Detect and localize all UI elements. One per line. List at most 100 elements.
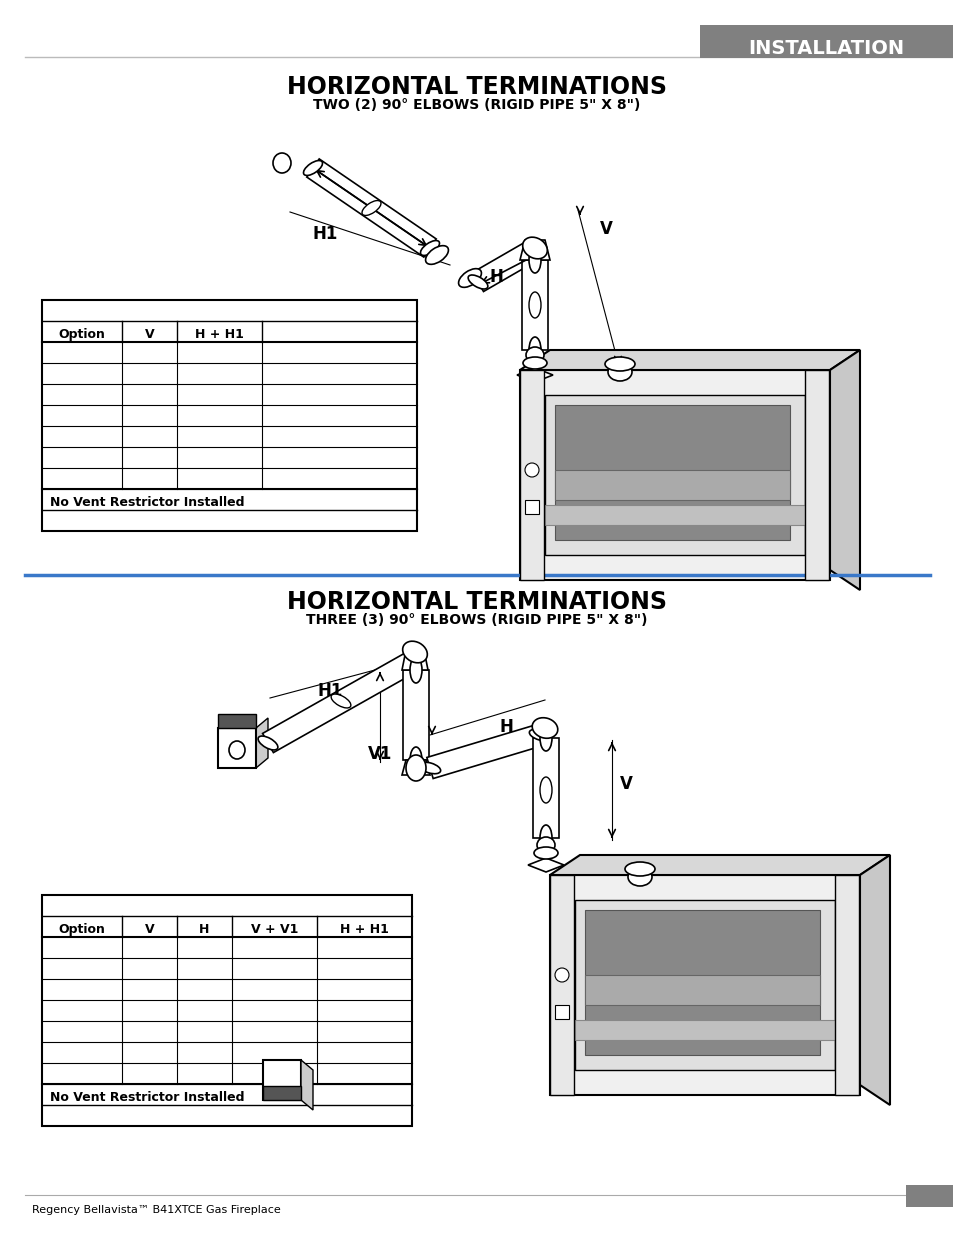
Bar <box>905 1186 953 1207</box>
Ellipse shape <box>539 725 552 751</box>
Text: No Vent Restrictor Installed: No Vent Restrictor Installed <box>50 1091 244 1104</box>
Bar <box>555 471 789 500</box>
Ellipse shape <box>529 291 540 317</box>
Ellipse shape <box>525 347 543 363</box>
Polygon shape <box>517 368 553 382</box>
Bar <box>402 671 429 760</box>
Text: @: @ <box>527 503 536 511</box>
Text: V: V <box>145 329 154 341</box>
Ellipse shape <box>555 968 568 982</box>
Ellipse shape <box>425 246 448 264</box>
Bar <box>555 405 789 540</box>
Ellipse shape <box>419 762 440 774</box>
Ellipse shape <box>410 657 421 683</box>
Bar <box>519 370 829 580</box>
Bar <box>555 1005 568 1019</box>
Ellipse shape <box>303 161 322 175</box>
Polygon shape <box>859 855 889 1105</box>
Ellipse shape <box>229 741 245 760</box>
Ellipse shape <box>410 747 421 773</box>
Text: INSTALLATION: INSTALLATION <box>747 38 903 58</box>
Polygon shape <box>255 718 268 768</box>
Ellipse shape <box>627 868 651 885</box>
Ellipse shape <box>539 825 552 851</box>
Text: 29: 29 <box>921 1189 938 1203</box>
Ellipse shape <box>529 729 550 741</box>
Polygon shape <box>301 1060 313 1110</box>
Ellipse shape <box>604 357 635 370</box>
Text: No Vent Restrictor Installed: No Vent Restrictor Installed <box>50 496 244 509</box>
Text: V: V <box>619 776 632 793</box>
Text: V: V <box>145 923 154 936</box>
Bar <box>524 500 538 514</box>
Bar <box>584 910 820 1055</box>
Ellipse shape <box>258 736 277 750</box>
Ellipse shape <box>607 363 631 382</box>
Ellipse shape <box>524 463 538 477</box>
Polygon shape <box>519 240 550 261</box>
Bar <box>42 895 412 1126</box>
Polygon shape <box>519 350 859 370</box>
Polygon shape <box>263 1060 301 1100</box>
Polygon shape <box>550 855 889 876</box>
Polygon shape <box>262 651 420 752</box>
Polygon shape <box>263 1086 301 1100</box>
Ellipse shape <box>458 269 481 288</box>
Text: H + H1: H + H1 <box>194 329 244 341</box>
Bar <box>700 25 953 58</box>
Text: HORIZONTAL TERMINATIONS: HORIZONTAL TERMINATIONS <box>287 75 666 99</box>
Text: V1: V1 <box>368 745 392 763</box>
Text: V: V <box>599 220 612 238</box>
Ellipse shape <box>532 718 558 739</box>
Text: Option: Option <box>58 329 106 341</box>
Ellipse shape <box>522 237 547 259</box>
Text: H + H1: H + H1 <box>339 923 389 936</box>
Ellipse shape <box>529 337 540 363</box>
Ellipse shape <box>539 777 552 803</box>
Ellipse shape <box>420 241 439 256</box>
Ellipse shape <box>273 153 291 173</box>
Polygon shape <box>218 714 255 727</box>
Bar <box>533 739 558 839</box>
Ellipse shape <box>537 837 555 853</box>
Bar <box>584 974 820 1005</box>
Text: Option: Option <box>58 923 106 936</box>
Bar <box>550 876 859 1095</box>
Bar <box>521 261 547 350</box>
Text: H: H <box>199 923 210 936</box>
Text: H: H <box>499 718 514 736</box>
Text: Regency Bellavista™ B41XTCE Gas Fireplace: Regency Bellavista™ B41XTCE Gas Fireplac… <box>32 1205 280 1215</box>
Bar <box>519 370 543 580</box>
Polygon shape <box>307 159 436 257</box>
Ellipse shape <box>405 653 424 667</box>
Text: H1: H1 <box>312 225 337 243</box>
Bar <box>544 395 804 555</box>
Bar <box>575 1020 834 1040</box>
Bar <box>834 876 858 1095</box>
Ellipse shape <box>406 755 426 781</box>
Text: HORIZONTAL TERMINATIONS: HORIZONTAL TERMINATIONS <box>287 590 666 614</box>
Bar <box>575 900 834 1070</box>
Polygon shape <box>472 242 535 291</box>
Text: TWO (2) 90° ELBOWS (RIGID PIPE 5" X 8"): TWO (2) 90° ELBOWS (RIGID PIPE 5" X 8") <box>313 98 640 112</box>
Text: H1: H1 <box>317 682 342 700</box>
Ellipse shape <box>331 694 351 708</box>
Text: H: H <box>490 268 503 287</box>
Text: THREE (3) 90° ELBOWS (RIGID PIPE 5" X 8"): THREE (3) 90° ELBOWS (RIGID PIPE 5" X 8"… <box>306 613 647 627</box>
Bar <box>550 876 574 1095</box>
Bar <box>218 727 255 768</box>
Bar <box>42 300 416 531</box>
Ellipse shape <box>468 275 487 289</box>
Ellipse shape <box>522 357 546 369</box>
Text: V + V1: V + V1 <box>251 923 298 936</box>
Ellipse shape <box>624 862 655 876</box>
Ellipse shape <box>361 200 380 215</box>
Ellipse shape <box>529 247 540 273</box>
Polygon shape <box>426 725 542 778</box>
Polygon shape <box>401 760 430 776</box>
Ellipse shape <box>534 847 558 860</box>
Polygon shape <box>401 650 428 671</box>
Bar <box>804 370 828 580</box>
Polygon shape <box>829 350 859 590</box>
Ellipse shape <box>402 641 427 663</box>
